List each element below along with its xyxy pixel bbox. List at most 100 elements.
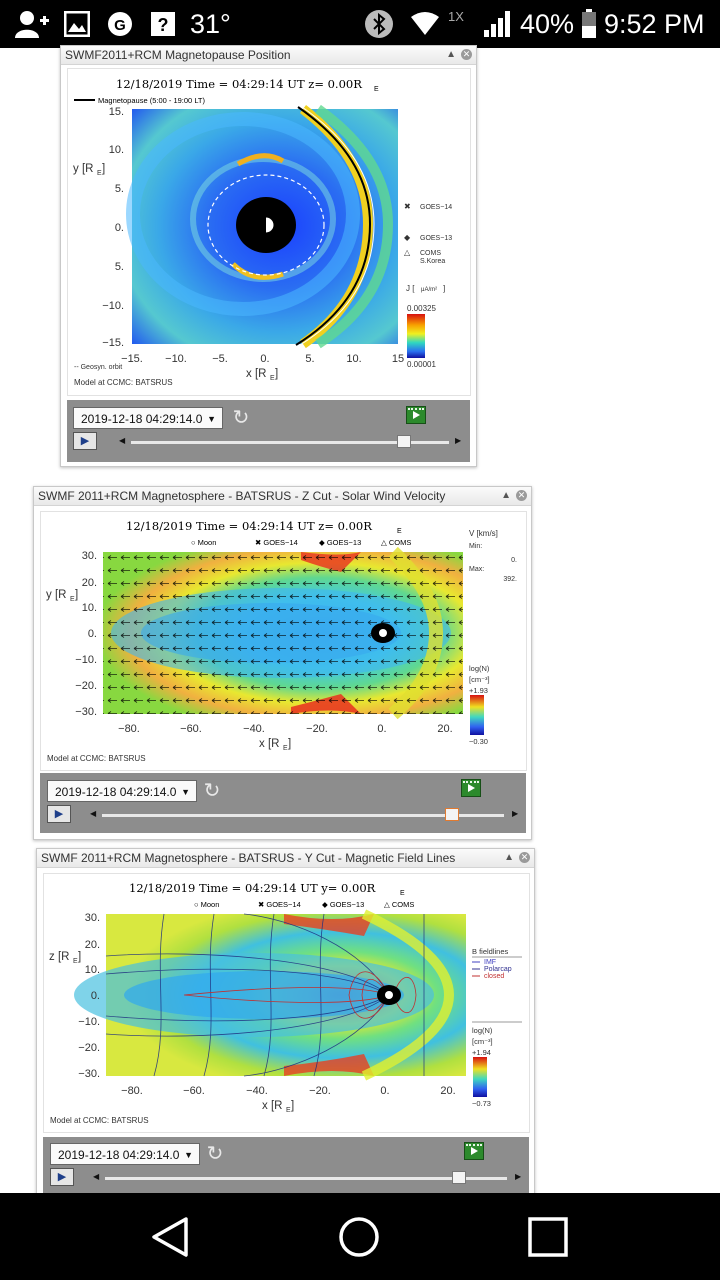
close-icon[interactable]: ✕: [516, 489, 527, 501]
zoom-indicator: 1X: [448, 8, 464, 24]
x-tick: −60.: [183, 1085, 205, 1097]
y-tick: 10.: [82, 602, 97, 614]
x-tick: −60.: [180, 723, 202, 735]
y-tick: −30.: [78, 1068, 100, 1080]
svg-text:G: G: [114, 17, 126, 34]
y-tick: 10.: [85, 964, 100, 976]
collapse-icon[interactable]: ▲: [504, 852, 514, 863]
svg-text:S.Korea: S.Korea: [420, 258, 445, 265]
collapse-icon[interactable]: ▲: [446, 49, 456, 60]
model-credit: Model at CCMC: BATSRUS: [74, 378, 173, 387]
slider-right-arrow[interactable]: ▶: [455, 436, 462, 445]
refresh-icon[interactable]: ↻: [232, 407, 250, 429]
x-tick: −15.: [121, 353, 143, 365]
chevron-down-icon: ▼: [184, 1150, 193, 1160]
close-icon[interactable]: ✕: [461, 48, 472, 60]
window-title-bar[interactable]: SWMF 2011+RCM Magnetosphere - BATSRUS - …: [34, 487, 531, 506]
x-tick: −20.: [306, 723, 328, 735]
collapse-icon[interactable]: ▲: [501, 490, 511, 501]
svg-text:△ COMS: △ COMS: [384, 900, 414, 909]
time-select[interactable]: 2019-12-18 04:29:14.0 ▼: [50, 1143, 200, 1165]
x-axis-ticks: −80. −60. −40. −20. 0. 20.: [118, 723, 453, 735]
x-tick: 0.: [260, 353, 269, 365]
movie-icon[interactable]: [464, 1142, 484, 1160]
time-slider[interactable]: [102, 814, 504, 817]
movie-icon[interactable]: [461, 779, 481, 797]
play-button[interactable]: ▶: [73, 432, 97, 450]
slider-left-arrow[interactable]: ◀: [93, 1172, 100, 1181]
time-slider[interactable]: [131, 441, 449, 444]
slider-right-arrow[interactable]: ▶: [515, 1172, 522, 1181]
svg-text:✖ GOES−14: ✖ GOES−14: [258, 900, 301, 909]
z-cut-plot: 12/18/2019 Time = 04:29:14 UT z= 0.00R E…: [40, 511, 527, 771]
recents-icon[interactable]: [528, 1217, 568, 1262]
svg-text:IMF: IMF: [484, 959, 496, 966]
svg-text:?: ?: [158, 15, 169, 35]
scale-min: 0.00001: [407, 360, 436, 369]
x-tick: 0.: [377, 723, 386, 735]
scale-title: log(N): [472, 1026, 493, 1035]
magnetopause-plot: 12/18/2019 Time = 04:29:14 UT z= 0.00R E…: [67, 68, 471, 396]
time-select[interactable]: 2019-12-18 04:29:14.0 ▼: [73, 407, 223, 429]
time-slider-thumb[interactable]: [397, 435, 412, 448]
x-tick: 20.: [440, 1085, 455, 1097]
time-slider[interactable]: [105, 1177, 507, 1180]
plot-heading: 12/18/2019 Time = 04:29:14 UT y= 0.00R: [129, 881, 376, 895]
x-tick: 5.: [305, 353, 314, 365]
x-axis-ticks: −80. −60. −40. −20. 0. 20.: [121, 1085, 456, 1097]
slider-left-arrow[interactable]: ◀: [90, 809, 97, 818]
svg-text:]: ]: [288, 738, 291, 750]
y-tick: 5.: [115, 183, 124, 195]
scale-max: +1.93: [469, 686, 488, 695]
velocity-label: V [km/s]: [469, 529, 498, 538]
x-axis-label: x [R: [259, 738, 279, 750]
y-tick: −20.: [75, 680, 97, 692]
svg-text:✖: ✖: [404, 202, 411, 211]
image-icon: [64, 0, 90, 48]
x-tick: 0.: [380, 1085, 389, 1097]
time-slider-thumb[interactable]: [444, 808, 459, 821]
window-title-bar[interactable]: SWMF 2011+RCM Magnetosphere - BATSRUS - …: [37, 849, 534, 868]
time-select[interactable]: 2019-12-18 04:29:14.0 ▼: [47, 780, 197, 802]
model-credit: Model at CCMC: BATSRUS: [47, 754, 146, 763]
z-cut-window: SWMF 2011+RCM Magnetosphere - BATSRUS - …: [33, 486, 532, 840]
play-button[interactable]: ▶: [47, 805, 71, 823]
window-title-bar[interactable]: SWMF2011+RCM Magnetopause Position ▲ ✕: [61, 46, 476, 65]
marker-legend: ✖ GOES−14 ◆ GOES−13 △ COMS S.Korea: [404, 202, 452, 265]
refresh-icon[interactable]: ↻: [206, 1143, 224, 1165]
x-tick: 20.: [437, 723, 452, 735]
y-axis-label: y [R: [46, 589, 66, 601]
movie-icon[interactable]: [406, 406, 426, 424]
x-tick: 15: [392, 353, 404, 365]
playback-controls: 2019-12-18 04:29:14.0 ▼ ↻ ▶ ◀ ▶: [40, 773, 526, 833]
svg-text:E: E: [286, 1107, 291, 1114]
refresh-icon[interactable]: ↻: [203, 780, 221, 802]
svg-text:E: E: [283, 745, 288, 752]
svg-text:E: E: [70, 596, 75, 603]
back-icon[interactable]: [150, 1216, 190, 1263]
slider-right-arrow[interactable]: ▶: [512, 809, 519, 818]
y-tick: −30.: [75, 706, 97, 718]
color-scale: [470, 695, 484, 735]
home-icon[interactable]: [338, 1216, 380, 1263]
plot-heading: 12/18/2019 Time = 04:29:14 UT z= 0.00R: [126, 519, 372, 533]
current-label: J [: [406, 284, 415, 293]
play-button[interactable]: ▶: [50, 1168, 74, 1186]
svg-text:[cm⁻³]: [cm⁻³]: [469, 675, 490, 684]
y-tick: 0.: [91, 990, 100, 1002]
slider-left-arrow[interactable]: ◀: [119, 436, 126, 445]
playback-controls: 2019-12-18 04:29:14.0 ▼ ↻ ▶ ◀ ▶: [43, 1137, 529, 1194]
y-tick: −10.: [75, 654, 97, 666]
field-lines: [105, 913, 425, 1077]
window-title: SWMF2011+RCM Magnetopause Position: [65, 48, 291, 62]
scale-min: −0.73: [472, 1099, 491, 1108]
svg-text:]: ]: [291, 1100, 294, 1112]
y-tick: 15.: [109, 106, 124, 118]
close-icon[interactable]: ✕: [519, 851, 530, 863]
x-axis-label: x [R: [262, 1100, 282, 1112]
window-title: SWMF 2011+RCM Magnetosphere - BATSRUS - …: [41, 851, 456, 865]
time-slider-thumb[interactable]: [451, 1171, 466, 1184]
chevron-down-icon: ▼: [181, 787, 190, 797]
y-tick: 30.: [85, 912, 100, 924]
y-tick: 0.: [115, 222, 124, 234]
